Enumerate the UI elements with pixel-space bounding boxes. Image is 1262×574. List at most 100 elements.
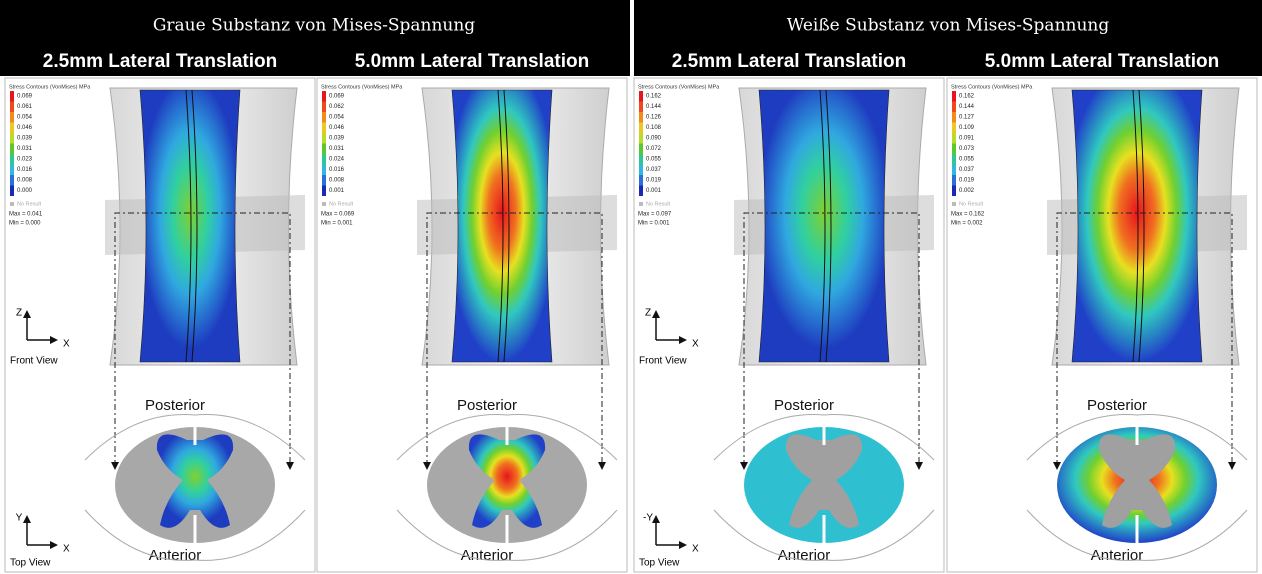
legend-swatch <box>639 133 643 144</box>
legend-value: 0.016 <box>17 167 33 173</box>
legend-value: 0.073 <box>959 146 975 152</box>
legend-title: Stress Contours (VonMises) MPa <box>951 84 1033 90</box>
axis-vertical: Z <box>645 308 651 319</box>
legend-title: Stress Contours (VonMises) MPa <box>638 84 720 90</box>
legend-value: 0.069 <box>17 94 33 100</box>
legend-swatch <box>322 165 326 176</box>
view-label: Front View <box>639 356 687 367</box>
legend-swatch <box>10 165 14 176</box>
posterior-label: Posterior <box>145 397 205 414</box>
legend-value: 0.061 <box>17 104 33 110</box>
axis-horizontal: X <box>63 544 70 555</box>
axis-vertical: Y <box>16 513 23 524</box>
legend-value: 0.039 <box>329 136 345 142</box>
legend-swatch <box>952 133 956 144</box>
legend-swatch <box>322 202 326 206</box>
max-label: Max = 0.041 <box>9 212 43 218</box>
legend-swatch <box>322 112 326 123</box>
legend-swatch <box>10 133 14 144</box>
view-label: Front View <box>10 356 58 367</box>
legend-value: 0.037 <box>959 167 975 173</box>
legend-swatch <box>322 175 326 186</box>
legend-swatch <box>322 133 326 144</box>
min-label: Min = 0.001 <box>638 221 670 227</box>
figure: Graue Substanz von Mises-Spannung2.5mm L… <box>0 0 1262 574</box>
posterior-label: Posterior <box>1087 397 1147 414</box>
legend-value: 0.126 <box>646 115 662 121</box>
legend-value: 0.031 <box>329 146 345 152</box>
legend-value: 0.019 <box>646 178 662 184</box>
anterior-label: Anterior <box>778 547 831 564</box>
legend-swatch <box>639 102 643 113</box>
legend-swatch <box>639 186 643 197</box>
legend-value: 0.046 <box>329 125 345 131</box>
max-label: Max = 0.162 <box>951 212 985 218</box>
legend-swatch <box>322 186 326 197</box>
legend-value: 0.108 <box>646 125 662 131</box>
panel-heading: 2.5mm Lateral Translation <box>43 51 277 72</box>
stress-column <box>452 90 552 362</box>
legend-swatch <box>639 202 643 206</box>
legend-value: 0.054 <box>329 115 345 121</box>
legend-swatch <box>952 102 956 113</box>
legend-value: 0.162 <box>959 94 975 100</box>
legend-swatch <box>952 186 956 197</box>
legend-swatch <box>10 91 14 102</box>
legend-swatch <box>639 154 643 165</box>
legend-value: 0.008 <box>329 178 345 184</box>
legend-swatch <box>10 202 14 206</box>
legend-swatch <box>639 165 643 176</box>
legend-swatch <box>952 202 956 206</box>
axis-horizontal: X <box>63 339 70 350</box>
legend-value: 0.001 <box>646 188 662 194</box>
legend-swatch <box>952 165 956 176</box>
legend-value: 0.039 <box>17 136 33 142</box>
legend-swatch <box>322 91 326 102</box>
min-label: Min = 0.002 <box>951 221 983 227</box>
legend-title: Stress Contours (VonMises) MPa <box>321 84 403 90</box>
legend-value: 0.002 <box>959 188 975 194</box>
legend-swatch <box>639 175 643 186</box>
legend-value: 0.072 <box>646 146 662 152</box>
group-title: Weiße Substanz von Mises-Spannung <box>787 16 1110 36</box>
min-label: Min = 0.000 <box>9 221 41 227</box>
legend-value: 0.090 <box>646 136 662 142</box>
stress-column <box>140 90 240 362</box>
legend-title: Stress Contours (VonMises) MPa <box>9 84 91 90</box>
anterior-label: Anterior <box>149 547 202 564</box>
legend-value: 0.024 <box>329 157 345 163</box>
legend-swatch <box>952 154 956 165</box>
legend-swatch <box>10 102 14 113</box>
legend-swatch <box>952 175 956 186</box>
legend-swatch <box>10 144 14 155</box>
legend-swatch <box>322 154 326 165</box>
legend-swatch <box>639 112 643 123</box>
legend-no-result: No Result <box>17 201 42 207</box>
view-label: Top View <box>10 558 51 569</box>
legend-swatch <box>952 144 956 155</box>
min-label: Min = 0.001 <box>321 221 353 227</box>
panel-heading: 5.0mm Lateral Translation <box>355 51 589 72</box>
legend-value: 0.091 <box>959 136 975 142</box>
legend-swatch <box>322 144 326 155</box>
legend-swatch <box>10 123 14 134</box>
legend-value: 0.055 <box>959 157 975 163</box>
legend-value: 0.054 <box>17 115 33 121</box>
posterior-label: Posterior <box>457 397 517 414</box>
legend-value: 0.019 <box>959 178 975 184</box>
legend-value: 0.127 <box>959 115 975 121</box>
legend-value: 0.000 <box>17 188 33 194</box>
legend-swatch <box>952 91 956 102</box>
stress-column <box>1072 90 1202 362</box>
legend-value: 0.037 <box>646 167 662 173</box>
legend-swatch <box>639 123 643 134</box>
legend-value: 0.023 <box>17 157 33 163</box>
posterior-label: Posterior <box>774 397 834 414</box>
legend-value: 0.001 <box>329 188 345 194</box>
legend-value: 0.062 <box>329 104 345 110</box>
max-label: Max = 0.097 <box>638 212 672 218</box>
axis-horizontal: X <box>692 544 699 555</box>
legend-value: 0.162 <box>646 94 662 100</box>
legend-swatch <box>639 144 643 155</box>
legend-value: 0.069 <box>329 94 345 100</box>
